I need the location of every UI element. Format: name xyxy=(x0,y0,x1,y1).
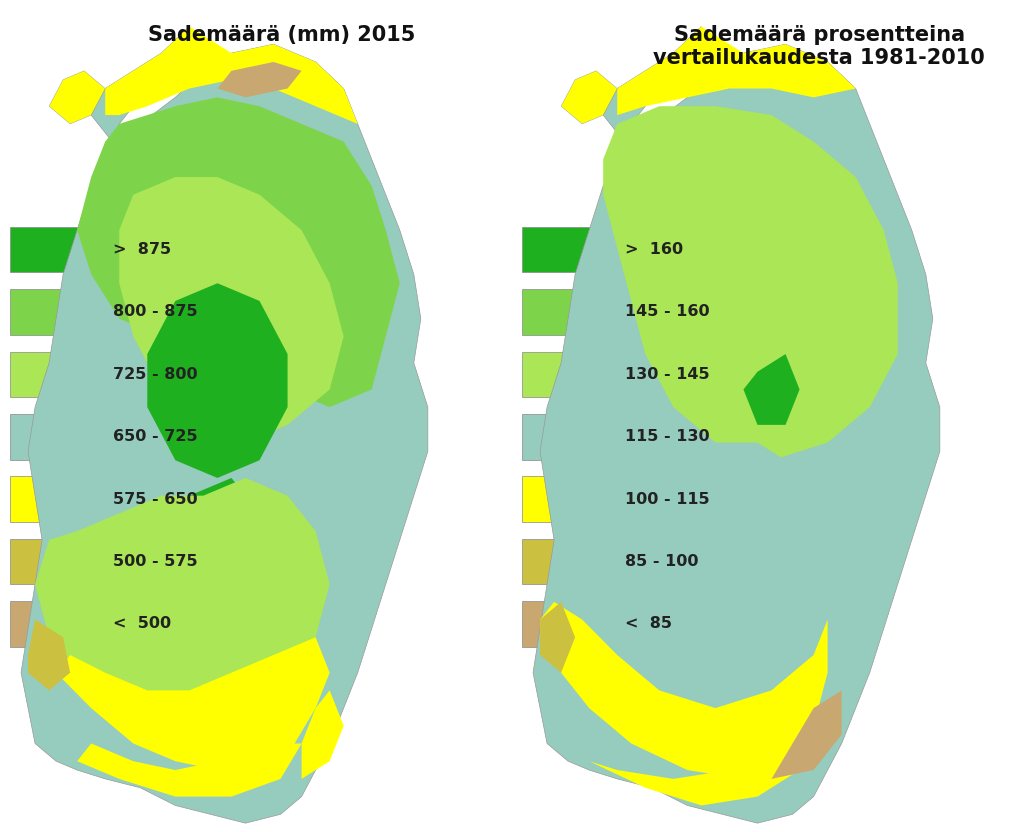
Bar xyxy=(522,476,609,522)
Text: 500 - 575: 500 - 575 xyxy=(113,554,198,569)
Text: 100 - 115: 100 - 115 xyxy=(625,492,710,507)
Polygon shape xyxy=(617,27,856,115)
Polygon shape xyxy=(147,283,288,478)
Bar xyxy=(10,289,97,334)
Text: Sademäärä (mm) 2015: Sademäärä (mm) 2015 xyxy=(147,25,416,45)
Text: 85 - 100: 85 - 100 xyxy=(625,554,698,569)
Text: 575 - 650: 575 - 650 xyxy=(113,492,198,507)
Bar xyxy=(522,601,609,647)
Polygon shape xyxy=(119,177,344,443)
Polygon shape xyxy=(561,71,617,124)
Polygon shape xyxy=(743,354,800,425)
Text: 650 - 725: 650 - 725 xyxy=(113,429,198,444)
Polygon shape xyxy=(540,602,827,779)
Polygon shape xyxy=(302,691,344,779)
Text: 800 - 875: 800 - 875 xyxy=(113,305,198,319)
Bar xyxy=(10,601,97,647)
Polygon shape xyxy=(56,637,330,770)
Text: >  875: > 875 xyxy=(113,242,171,257)
Polygon shape xyxy=(105,27,357,124)
Bar xyxy=(10,351,97,398)
Bar xyxy=(522,226,609,273)
Polygon shape xyxy=(589,726,814,805)
Bar xyxy=(10,476,97,522)
Polygon shape xyxy=(28,620,70,691)
Polygon shape xyxy=(217,62,302,97)
Text: <  500: < 500 xyxy=(113,617,171,631)
Bar xyxy=(522,414,609,459)
Polygon shape xyxy=(49,71,105,124)
Bar xyxy=(10,414,97,459)
Polygon shape xyxy=(771,691,842,779)
Text: 725 - 800: 725 - 800 xyxy=(113,367,198,382)
Polygon shape xyxy=(77,97,399,407)
Bar xyxy=(10,539,97,584)
Text: 115 - 130: 115 - 130 xyxy=(625,429,710,444)
Polygon shape xyxy=(575,443,842,708)
Polygon shape xyxy=(35,478,330,708)
Text: Sademäärä prosentteina
vertailukaudesta 1981-2010: Sademäärä prosentteina vertailukaudesta … xyxy=(653,25,985,68)
Text: 130 - 145: 130 - 145 xyxy=(625,367,710,382)
Text: <  85: < 85 xyxy=(625,617,672,631)
Polygon shape xyxy=(534,27,940,823)
Polygon shape xyxy=(540,602,575,673)
Polygon shape xyxy=(22,27,428,823)
Text: 145 - 160: 145 - 160 xyxy=(625,305,710,319)
Text: >  160: > 160 xyxy=(625,242,683,257)
Bar xyxy=(522,539,609,584)
Bar xyxy=(522,351,609,398)
Polygon shape xyxy=(175,478,259,567)
Polygon shape xyxy=(77,744,302,796)
Bar xyxy=(522,289,609,334)
Polygon shape xyxy=(603,106,898,460)
Bar xyxy=(10,226,97,273)
